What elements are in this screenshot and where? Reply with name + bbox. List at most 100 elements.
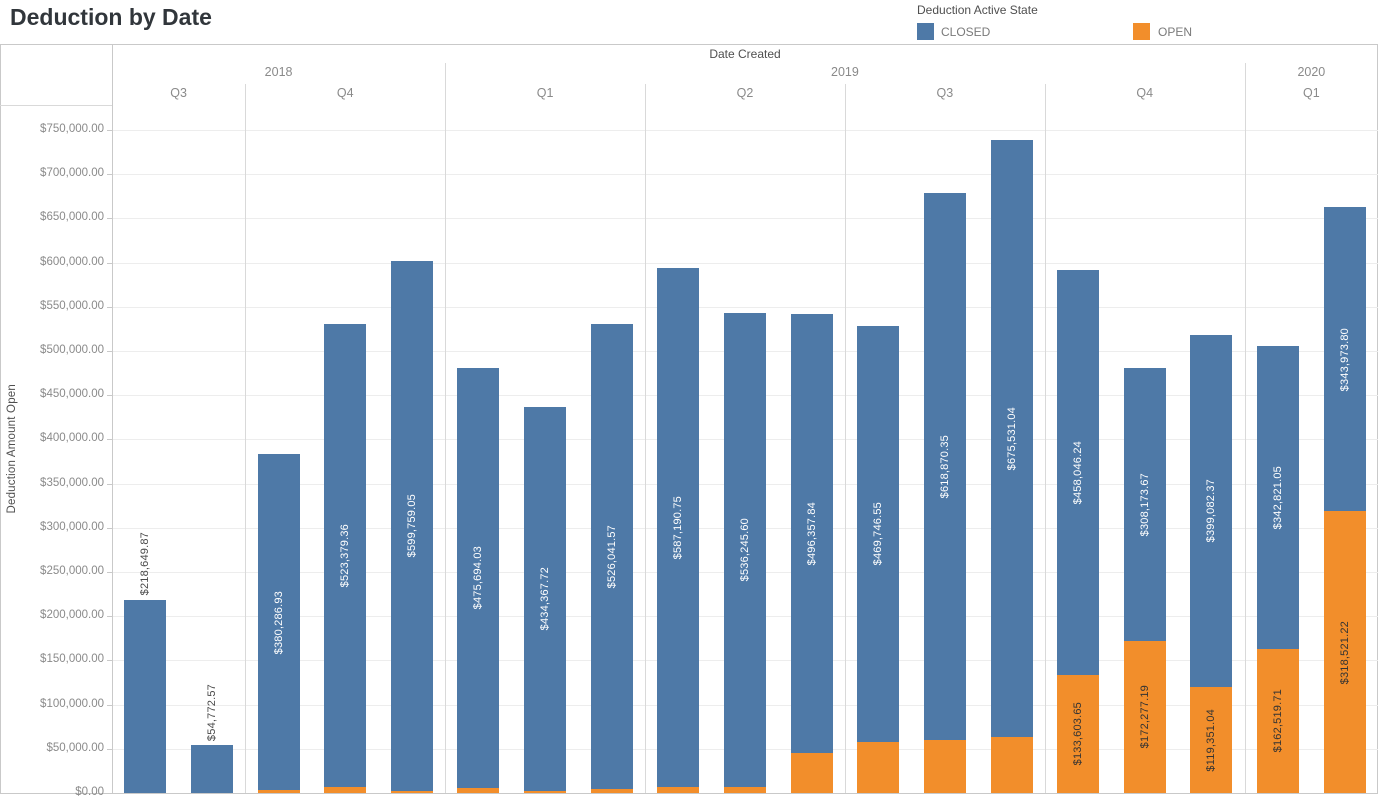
y-tick-mark <box>107 704 112 706</box>
legend-swatch-closed[interactable] <box>917 23 934 40</box>
bar-label-open: $133,603.65 <box>1057 675 1099 793</box>
quarter-header[interactable]: Q3 <box>170 86 187 100</box>
bar-label-closed: $496,357.84 <box>791 314 833 753</box>
bar-closed-segment[interactable] <box>923 192 966 740</box>
y-tick-mark <box>107 395 112 397</box>
bar-closed-segment[interactable] <box>1123 368 1166 641</box>
bar-closed-segment[interactable] <box>657 267 700 787</box>
legend-label-open[interactable]: OPEN <box>1158 25 1193 39</box>
bar-closed-segment[interactable] <box>1057 269 1100 675</box>
quarter-header[interactable]: Q3 <box>936 86 954 100</box>
y-tick-mark <box>107 218 112 220</box>
bar-label-closed: $343,973.80 <box>1324 207 1366 511</box>
bar-value-label: $380,286.93 <box>272 590 285 654</box>
bar-open-segment[interactable] <box>1323 511 1366 793</box>
bar-open-segment[interactable] <box>457 788 500 793</box>
bar-label-closed: $587,190.75 <box>657 268 699 787</box>
bar-closed-segment[interactable] <box>1190 334 1233 688</box>
bar-open-segment[interactable] <box>257 790 300 793</box>
quarter-header[interactable]: Q2 <box>736 86 754 100</box>
y-tick-mark <box>107 616 112 618</box>
bar-closed-segment[interactable] <box>257 454 300 791</box>
quarter-header[interactable]: Q1 <box>1303 86 1320 100</box>
bar-label-above: $54,772.57 <box>191 591 233 741</box>
y-axis-title-text: Deduction Amount Open <box>6 384 18 514</box>
gridline <box>113 262 1378 264</box>
y-tick-label: $350,000.00 <box>40 476 104 489</box>
y-tick-label: $0.00 <box>75 786 104 798</box>
year-header[interactable]: 2020 <box>1297 65 1326 79</box>
bar-label-open: $119,351.04 <box>1190 687 1232 793</box>
bar-value-label: $469,746.55 <box>872 502 885 566</box>
legend-label-closed[interactable]: CLOSED <box>941 25 991 39</box>
y-tick-mark <box>107 748 112 750</box>
year-header[interactable]: 2018 <box>264 65 293 79</box>
y-tick-mark <box>107 793 112 794</box>
y-tick-mark <box>107 439 112 441</box>
x-axis-line <box>0 793 1378 794</box>
bar-closed-segment[interactable] <box>590 324 633 790</box>
bar-open-segment[interactable] <box>1190 687 1233 793</box>
year-separator <box>445 63 447 793</box>
bar-label-closed: $523,379.36 <box>324 324 366 787</box>
bar-open-segment[interactable] <box>790 753 833 793</box>
bar-value-label: $434,367.72 <box>539 567 552 631</box>
bar-label-closed: $618,870.35 <box>924 193 966 740</box>
bar-value-label: $342,821.05 <box>1272 466 1285 530</box>
bar-open-segment[interactable] <box>590 789 633 793</box>
bar-open-segment[interactable] <box>524 790 567 793</box>
bar-open-segment[interactable] <box>324 786 367 793</box>
bar-open-segment[interactable] <box>1123 640 1166 793</box>
y-tick-label: $300,000.00 <box>40 520 104 533</box>
bar-label-closed: $475,694.03 <box>457 368 499 789</box>
bar-open-segment[interactable] <box>923 739 966 793</box>
legend-swatch-open[interactable] <box>1133 23 1150 40</box>
bar-closed-segment[interactable] <box>1323 207 1366 512</box>
y-tick-label: $650,000.00 <box>40 211 104 224</box>
y-axis-line <box>112 44 113 793</box>
quarter-header[interactable]: Q4 <box>336 86 354 100</box>
gridline <box>113 218 1378 220</box>
bar-open-segment[interactable] <box>657 786 700 793</box>
quarter-header[interactable]: Q4 <box>1136 86 1154 100</box>
corner-divider <box>0 105 112 106</box>
bar-closed-segment[interactable] <box>390 260 433 791</box>
y-tick-label: $150,000.00 <box>40 653 104 666</box>
bar-value-label: $618,870.35 <box>938 434 951 499</box>
bar-label-closed: $399,082.37 <box>1190 335 1232 688</box>
bar-open-segment[interactable] <box>990 737 1033 793</box>
y-tick-mark <box>107 527 112 529</box>
bar-value-label: $475,694.03 <box>472 546 485 610</box>
bar-closed-segment[interactable] <box>790 314 833 754</box>
bar-label-open: $318,521.22 <box>1324 511 1366 793</box>
bar-open-segment[interactable] <box>724 786 766 793</box>
bar-label-open: $172,277.19 <box>1124 641 1166 793</box>
chart-top-border <box>0 44 1378 45</box>
y-tick-label: $100,000.00 <box>40 697 104 710</box>
bar-closed-segment[interactable] <box>857 326 900 742</box>
bar-open-segment[interactable] <box>857 741 900 793</box>
quarter-header[interactable]: Q1 <box>536 86 554 100</box>
y-tick-mark <box>107 572 112 573</box>
bar-open-segment[interactable] <box>1057 674 1100 793</box>
bar-closed-segment[interactable] <box>324 323 367 787</box>
y-tick-mark <box>107 483 112 485</box>
year-header[interactable]: 2019 <box>831 65 859 79</box>
bar-open-segment[interactable] <box>1257 649 1300 793</box>
bar-closed-segment[interactable] <box>990 140 1033 738</box>
bar-closed-segment[interactable] <box>524 406 567 791</box>
bar-closed-segment[interactable] <box>457 367 500 789</box>
bar-value-label: $599,759.05 <box>405 494 418 558</box>
bar-closed-segment[interactable] <box>724 312 766 787</box>
gridline <box>113 174 1378 176</box>
bar-label-closed: $526,041.57 <box>591 324 633 789</box>
bar-closed-segment[interactable] <box>1257 346 1300 650</box>
bar-value-label: $526,041.57 <box>605 525 618 589</box>
bar-value-label: $523,379.36 <box>339 523 352 587</box>
bar-closed-segment[interactable] <box>190 744 233 793</box>
bar-value-label: $119,351.04 <box>1205 708 1218 772</box>
bar-open-segment[interactable] <box>390 790 433 793</box>
bar-closed-segment[interactable] <box>124 599 167 793</box>
bar-label-closed: $599,759.05 <box>391 261 433 791</box>
